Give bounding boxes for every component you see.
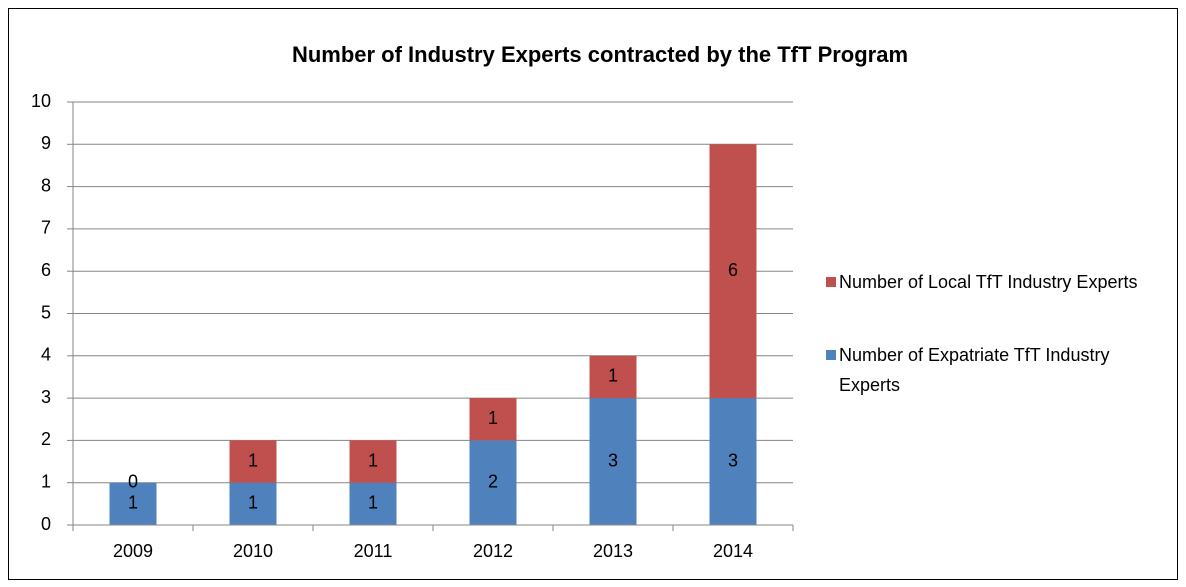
data-label: 3: [728, 450, 738, 470]
bar-segment: [229, 482, 277, 525]
data-label: 2: [488, 471, 498, 491]
bar-segment: [229, 440, 277, 483]
legend-swatch: [826, 277, 836, 287]
y-tick-label: 8: [41, 175, 51, 195]
x-tick-label: 2010: [233, 541, 273, 561]
data-label: 0: [128, 471, 138, 491]
bar-segment: [709, 398, 757, 525]
bar-segment: [349, 482, 397, 525]
x-tick-label: 2012: [473, 541, 513, 561]
y-tick-label: 7: [41, 218, 51, 238]
chart-title: Number of Industry Experts contracted by…: [292, 42, 908, 67]
bar-segment: [589, 398, 637, 525]
legend-label: Number of Local TfT Industry Experts: [839, 272, 1138, 292]
data-label: 1: [608, 366, 618, 386]
x-tick-label: 2013: [593, 541, 633, 561]
data-label: 1: [128, 493, 138, 513]
y-tick-label: 4: [41, 345, 51, 365]
x-tick-label: 2009: [113, 541, 153, 561]
y-tick-label: 6: [41, 260, 51, 280]
data-label: 1: [488, 408, 498, 428]
data-label: 3: [608, 450, 618, 470]
bar-segment: [469, 398, 517, 441]
bar-segment: [349, 440, 397, 483]
data-label: 1: [368, 450, 378, 470]
y-tick-label: 0: [41, 514, 51, 534]
data-label: 1: [368, 493, 378, 513]
y-tick-label: 2: [41, 429, 51, 449]
data-label: 6: [728, 260, 738, 280]
legend-swatch: [826, 350, 836, 360]
y-tick-label: 1: [41, 471, 51, 491]
y-tick-label: 10: [31, 91, 51, 111]
y-tick-label: 5: [41, 302, 51, 322]
data-label: 1: [248, 493, 258, 513]
data-label: 1: [248, 450, 258, 470]
x-tick-label: 2011: [354, 541, 393, 561]
y-tick-label: 3: [41, 387, 51, 407]
bar-segment: [709, 144, 757, 399]
chart-border: [8, 8, 1178, 580]
bar-segment: [109, 482, 157, 525]
legend-label: Number of Expatriate TfT Industry Expert…: [839, 345, 1110, 395]
y-tick-label: 9: [41, 133, 51, 153]
bar-segment: [589, 355, 637, 399]
x-tick-label: 2014: [713, 541, 753, 561]
bar-segment: [469, 440, 517, 525]
